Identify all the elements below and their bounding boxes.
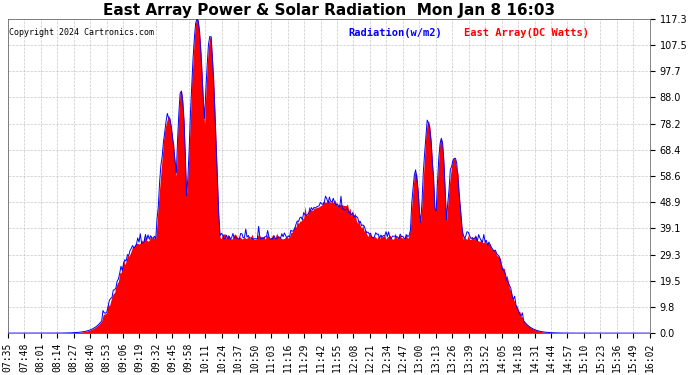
Text: Copyright 2024 Cartronics.com: Copyright 2024 Cartronics.com xyxy=(9,28,154,38)
Title: East Array Power & Solar Radiation  Mon Jan 8 16:03: East Array Power & Solar Radiation Mon J… xyxy=(103,3,555,18)
Text: Radiation(w/m2): Radiation(w/m2) xyxy=(348,28,442,38)
Text: East Array(DC Watts): East Array(DC Watts) xyxy=(464,28,589,38)
